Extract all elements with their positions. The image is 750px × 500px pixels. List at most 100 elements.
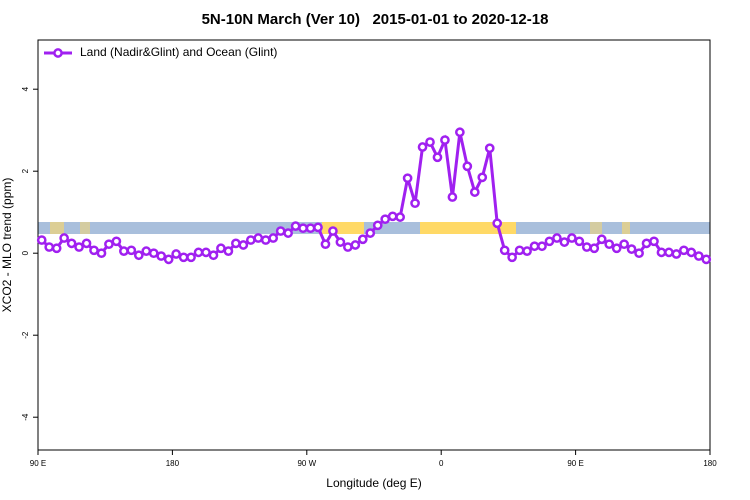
data-point [231,238,241,249]
data-point [410,198,420,209]
data-point [529,241,540,252]
data-point [111,236,122,247]
data-point [402,173,413,184]
x-tick-label: 180 [166,459,180,468]
data-point [186,252,196,263]
data-point [604,239,615,250]
data-point [447,192,458,202]
data-point [193,247,204,258]
data-point [238,240,249,250]
data-point [499,245,510,256]
data-point [171,249,181,259]
data-point [148,248,159,259]
data-point [163,254,174,265]
data-point [156,251,167,261]
data-point [671,249,682,259]
data-point [432,152,443,163]
data-point [574,236,585,247]
data-point [522,246,532,256]
data-point [335,237,346,247]
data-point [462,161,473,172]
x-axis-title: Longitude (deg E) [326,476,421,490]
data-point [141,246,152,256]
data-point [343,242,353,252]
data-point [66,238,77,249]
data-point [589,243,600,254]
data-point [104,239,114,250]
data-point [544,236,555,247]
x-tick-label: 0 [439,459,444,468]
x-tick-label: 90 E [30,459,46,468]
data-point [693,251,704,261]
data-point [290,221,301,231]
data-point [455,127,465,138]
data-point [395,212,405,222]
land-patch [80,222,90,234]
data-point [581,242,592,252]
data-point [537,241,547,252]
data-point [679,245,689,256]
land-patch [50,222,64,234]
data-point [567,233,577,243]
y-tick-label: 4 [21,86,30,91]
land-patch [420,222,516,234]
data-point [484,143,495,154]
y-tick-label: -2 [21,331,30,339]
y-tick-label: 0 [21,250,30,255]
data-point [260,235,271,245]
data-point [611,243,622,254]
data-point [649,236,659,247]
data-point [74,242,84,252]
data-point [51,243,62,254]
data-point [126,245,137,256]
data-point [596,234,607,245]
x-tick-label: 90 E [567,459,583,468]
data-point [201,247,211,258]
data-point [59,233,69,243]
data-point [387,211,398,222]
data-point [686,247,697,258]
data-point [216,243,226,254]
data-point [44,242,55,252]
data-point [634,248,644,259]
data-point [417,142,428,152]
data-point [619,239,629,250]
chart-title: 5N-10N March (Ver 10) 2015-01-01 to 2020… [202,11,549,28]
legend-marker [53,48,63,58]
data-point [283,228,293,238]
data-point [298,223,308,234]
data-point [469,187,480,197]
data-point [81,238,92,249]
data-point [253,233,264,243]
x-tick-label: 90 W [297,459,316,468]
data-point [477,172,488,183]
y-axis-title: XCO2 - MLO trend (ppm) [0,178,14,313]
data-point [357,234,368,245]
y-tick-label: 2 [21,168,30,173]
data-point [119,246,129,256]
y-tick-label: -4 [21,413,30,421]
data-point [664,247,674,258]
data-point [425,137,435,147]
data-point [514,245,525,256]
data-point [268,233,279,243]
data-point [133,250,144,261]
data-point [440,135,450,145]
data-point [313,222,323,233]
data-point [89,245,99,256]
data-point [507,252,517,263]
land-patch [590,222,602,234]
data-point [223,246,234,256]
data-point [36,235,47,245]
data-point [656,247,667,258]
data-point [178,252,189,263]
data-point [492,218,503,229]
data-point [626,244,637,254]
data-point [350,240,361,250]
data-point [305,223,316,234]
data-point [208,250,219,261]
data-point [372,220,383,231]
data-point [320,239,331,250]
